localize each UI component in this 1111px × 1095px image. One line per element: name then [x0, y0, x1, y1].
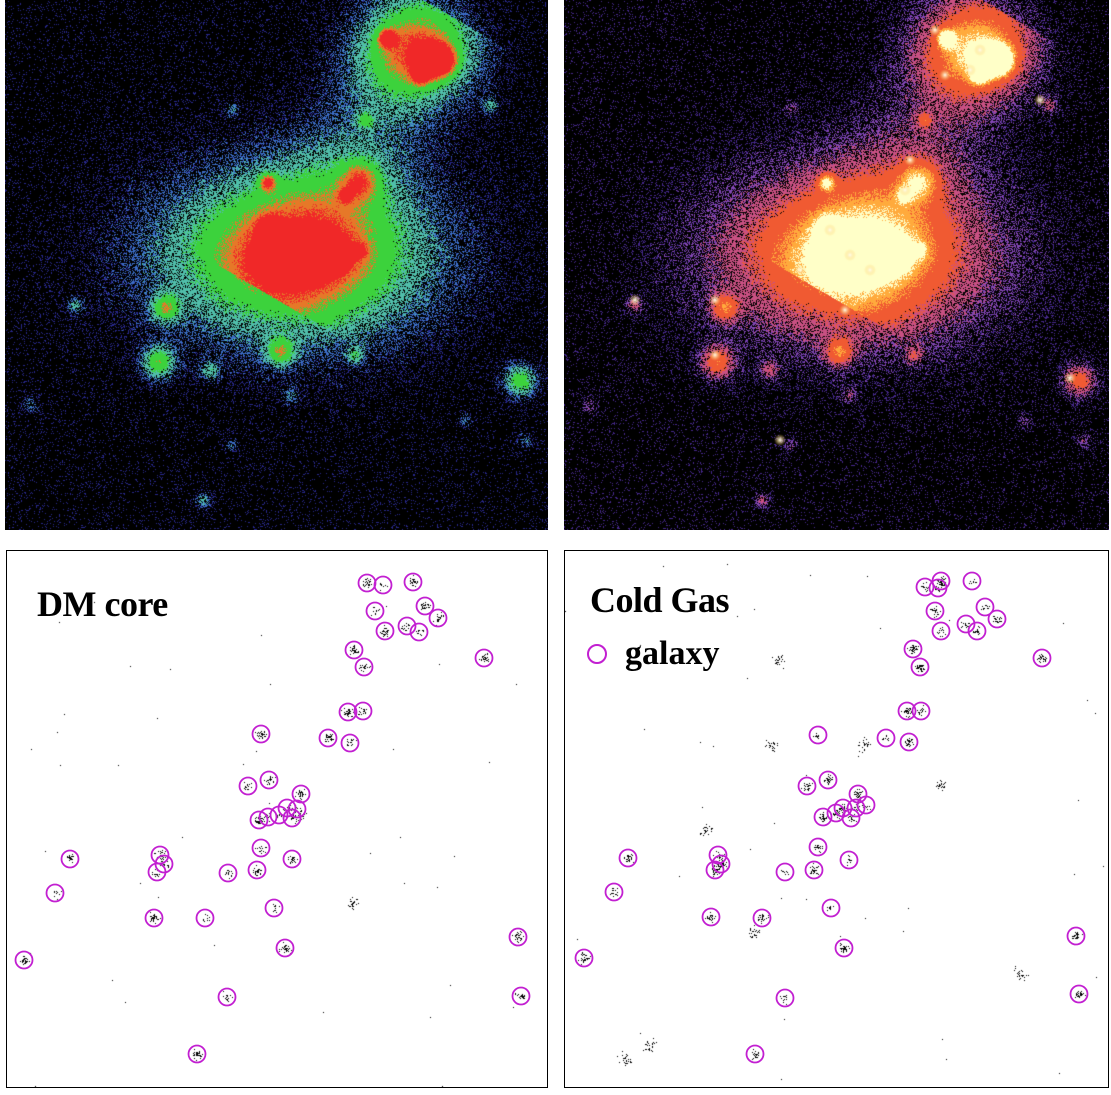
galaxy-circle-icon — [587, 644, 607, 664]
galaxy-circle — [409, 622, 429, 642]
galaxy-circle — [821, 898, 841, 918]
galaxy-circle — [508, 927, 528, 947]
galaxy-circle — [264, 898, 284, 918]
galaxy-circle — [511, 986, 531, 1006]
gas-density-image — [564, 0, 1109, 530]
dm-core-galaxy-circles — [14, 572, 531, 1064]
galaxy-circle — [911, 701, 931, 721]
galaxy-circle — [247, 860, 267, 880]
galaxy-circle — [217, 987, 237, 1007]
gas-density-canvas — [564, 0, 1109, 530]
galaxy-circle — [876, 728, 896, 748]
galaxy-circle — [818, 770, 838, 790]
dm-core-panel: DM core — [6, 550, 548, 1088]
galaxy-circle — [353, 701, 373, 721]
galaxy-circle — [839, 850, 859, 870]
galaxy-circle — [987, 609, 1007, 629]
galaxy-circle — [340, 733, 360, 753]
galaxy-circle — [813, 807, 833, 827]
galaxy-circle — [428, 608, 448, 628]
galaxy-circle — [249, 810, 269, 830]
galaxy-circle — [618, 848, 638, 868]
galaxy-circle — [903, 639, 923, 659]
legend-label: galaxy — [625, 635, 720, 672]
galaxy-circle — [1032, 648, 1052, 668]
galaxy-circle — [338, 702, 358, 722]
cold-gas-title: Cold Gas — [590, 580, 730, 620]
galaxy-circle — [962, 571, 982, 591]
galaxy-circle — [45, 883, 65, 903]
galaxy-circle — [967, 621, 987, 641]
cold-gas-galaxy-circles — [574, 571, 1089, 1064]
galaxy-circle — [282, 808, 302, 828]
galaxy-circle — [275, 938, 295, 958]
galaxy-circle — [259, 770, 279, 790]
galaxy-circle — [797, 776, 817, 796]
galaxy-circle — [397, 616, 417, 636]
galaxy-circle — [708, 845, 728, 865]
galaxy-circle — [574, 948, 594, 968]
galaxy-circle — [282, 849, 302, 869]
galaxy-circle — [187, 1044, 207, 1064]
galaxy-circle — [144, 908, 164, 928]
galaxy-circle — [899, 732, 919, 752]
galaxy-circle — [373, 575, 393, 595]
galaxy-circle — [711, 854, 731, 874]
galaxy-circle — [403, 572, 423, 592]
galaxy-circle — [856, 795, 876, 815]
galaxy-circle — [474, 648, 494, 668]
galaxy-circle — [354, 657, 374, 677]
galaxy-circle — [1069, 984, 1089, 1004]
galaxy-circle — [218, 863, 238, 883]
galaxy-circle — [705, 860, 725, 880]
galaxy-circle — [318, 728, 338, 748]
cold-gas-points — [565, 551, 1108, 1087]
galaxy-circle — [846, 798, 866, 818]
galaxy-circle — [752, 908, 772, 928]
galaxy-circle — [975, 597, 995, 617]
galaxy-circle — [287, 799, 307, 819]
galaxy-circle — [928, 578, 948, 598]
galaxy-circle — [251, 724, 271, 744]
cold-gas-panel: Cold Gas galaxy — [564, 550, 1109, 1088]
galaxy-circle — [269, 805, 289, 825]
galaxy-circle — [915, 577, 935, 597]
galaxy-circle — [701, 907, 721, 927]
galaxy-circle — [775, 988, 795, 1008]
galaxy-circle — [931, 621, 951, 641]
dm-core-title: DM core — [37, 584, 168, 624]
galaxy-circle — [238, 776, 258, 796]
galaxy-circle — [745, 1044, 765, 1064]
galaxy-circle — [841, 808, 861, 828]
galaxy-legend: galaxy — [587, 635, 719, 673]
galaxy-circle — [147, 862, 167, 882]
galaxy-circle — [804, 860, 824, 880]
galaxy-circle — [415, 596, 435, 616]
galaxy-circle — [375, 621, 395, 641]
galaxy-circle — [834, 938, 854, 958]
dm-density-canvas — [5, 0, 548, 530]
galaxy-circle — [1066, 926, 1086, 946]
galaxy-circle — [956, 614, 976, 634]
galaxy-circle — [195, 908, 215, 928]
dark-matter-density-image — [5, 0, 548, 530]
galaxy-circle — [344, 640, 364, 660]
galaxy-circle — [910, 657, 930, 677]
galaxy-circle — [357, 573, 377, 593]
galaxy-circle — [258, 807, 278, 827]
galaxy-circle — [14, 950, 34, 970]
galaxy-circle — [775, 862, 795, 882]
galaxy-circle — [365, 601, 385, 621]
galaxy-circle — [897, 701, 917, 721]
galaxy-circle — [60, 849, 80, 869]
galaxy-circle — [251, 838, 271, 858]
galaxy-circle — [604, 882, 624, 902]
galaxy-circle — [925, 601, 945, 621]
galaxy-circle — [808, 837, 828, 857]
galaxy-circle — [808, 725, 828, 745]
